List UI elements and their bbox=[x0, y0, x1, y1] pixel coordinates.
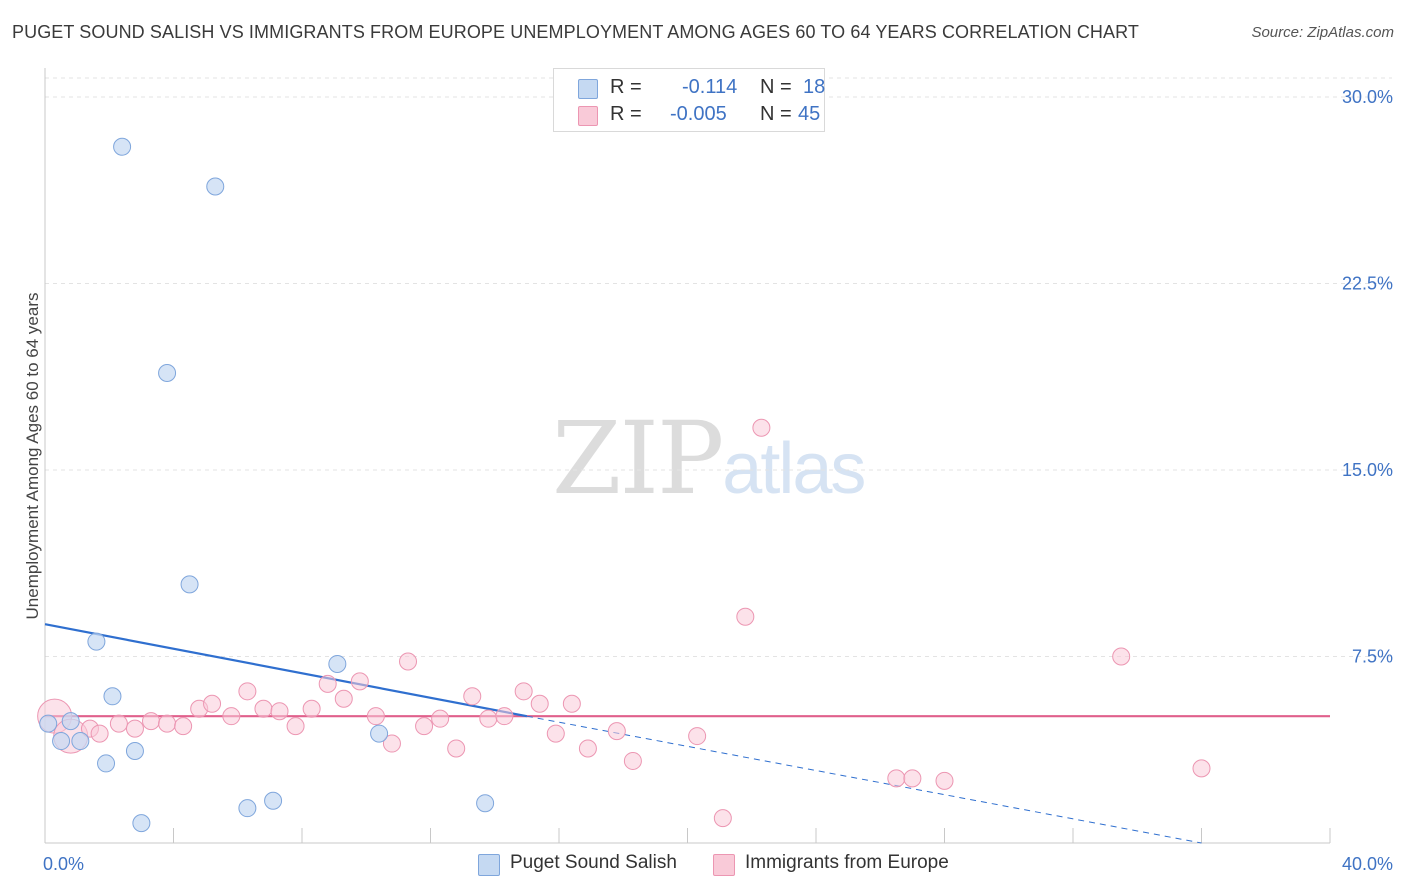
legend-r-label: R = bbox=[610, 76, 642, 98]
source-label: Source: ZipAtlas.com bbox=[1251, 24, 1394, 41]
point-europe bbox=[270, 702, 289, 721]
legend-r-label: R = bbox=[610, 103, 642, 125]
watermark-atlas: atlas bbox=[722, 429, 866, 509]
point-europe bbox=[125, 719, 144, 738]
point-salish bbox=[103, 687, 122, 706]
point-salish bbox=[180, 575, 199, 594]
point-europe bbox=[158, 714, 177, 733]
point-salish bbox=[71, 732, 90, 751]
point-salish bbox=[238, 799, 257, 818]
point-europe bbox=[736, 607, 755, 626]
x-tick-label: 40.0% bbox=[1342, 854, 1393, 874]
point-europe bbox=[887, 769, 906, 788]
point-salish bbox=[370, 724, 389, 743]
point-salish bbox=[476, 794, 495, 813]
point-europe bbox=[530, 694, 549, 713]
point-europe bbox=[607, 722, 626, 741]
point-salish bbox=[125, 741, 144, 760]
point-europe bbox=[546, 724, 565, 743]
point-salish bbox=[132, 814, 151, 833]
legend-n-label: N = bbox=[760, 76, 792, 98]
point-salish bbox=[87, 632, 106, 651]
point-europe bbox=[495, 707, 514, 726]
y-tick-label: 15.0% bbox=[1342, 460, 1393, 480]
point-europe bbox=[366, 707, 385, 726]
legend-r-value: -0.114 bbox=[682, 76, 738, 98]
point-salish bbox=[113, 137, 132, 156]
point-salish bbox=[264, 791, 283, 810]
point-salish bbox=[158, 364, 177, 383]
point-europe bbox=[238, 682, 257, 701]
point-salish bbox=[97, 754, 116, 773]
point-europe bbox=[903, 769, 922, 788]
x-tick-label: 0.0% bbox=[43, 854, 84, 874]
point-salish bbox=[61, 712, 80, 731]
point-europe bbox=[142, 712, 161, 731]
point-europe bbox=[514, 682, 533, 701]
legend-label-europe: Immigrants from Europe bbox=[745, 852, 949, 873]
legend-swatch-europe bbox=[713, 854, 735, 876]
legend-swatch-europe bbox=[578, 106, 598, 126]
point-europe bbox=[935, 771, 954, 790]
y-tick-label: 7.5% bbox=[1352, 647, 1393, 667]
point-salish bbox=[328, 654, 347, 673]
watermark-zip: ZIP bbox=[552, 400, 724, 517]
tick-labels: 7.5% 15.0% 22.5% 30.0% 0.0% 40.0% bbox=[43, 87, 1393, 874]
stats-legend: R = -0.114 N = 18 R = -0.005 N = 45 bbox=[553, 68, 825, 132]
y-tick-label: 30.0% bbox=[1342, 87, 1393, 107]
point-europe bbox=[302, 699, 321, 718]
legend-n-value: 45 bbox=[798, 103, 821, 125]
trend-line-salish bbox=[44, 623, 528, 718]
chart-title: PUGET SOUND SALISH VS IMMIGRANTS FROM EU… bbox=[12, 22, 1140, 42]
legend-n-value: 18 bbox=[803, 76, 826, 98]
point-europe bbox=[713, 809, 732, 828]
point-salish bbox=[52, 732, 71, 751]
point-europe bbox=[334, 689, 353, 708]
point-europe bbox=[431, 709, 450, 728]
point-europe bbox=[318, 674, 337, 693]
point-europe bbox=[109, 714, 128, 733]
watermark: ZIPatlas bbox=[552, 400, 866, 517]
point-europe bbox=[562, 694, 581, 713]
point-europe bbox=[688, 727, 707, 746]
point-europe bbox=[382, 734, 401, 753]
trend-line-salish-extension bbox=[526, 715, 1202, 844]
legend-n-label: N = bbox=[760, 103, 792, 125]
point-europe bbox=[286, 717, 305, 736]
point-europe bbox=[399, 652, 418, 671]
legend-label-salish: Puget Sound Salish bbox=[510, 852, 677, 873]
point-europe bbox=[222, 707, 241, 726]
grid-lines bbox=[45, 77, 1392, 657]
point-europe bbox=[752, 418, 771, 437]
point-europe bbox=[578, 739, 597, 758]
point-salish bbox=[39, 714, 58, 733]
point-europe bbox=[463, 687, 482, 706]
y-tick-label: 22.5% bbox=[1342, 274, 1393, 294]
data-points bbox=[37, 137, 1211, 833]
point-salish bbox=[206, 177, 225, 196]
point-europe bbox=[447, 739, 466, 758]
legend-r-value: -0.005 bbox=[670, 103, 727, 125]
point-europe bbox=[479, 709, 498, 728]
point-europe bbox=[350, 672, 369, 691]
point-europe bbox=[203, 694, 222, 713]
point-europe bbox=[623, 751, 642, 770]
point-europe bbox=[1112, 647, 1131, 666]
legend-swatch-salish bbox=[478, 854, 500, 876]
point-europe bbox=[174, 717, 193, 736]
point-europe bbox=[1192, 759, 1211, 778]
point-europe bbox=[90, 724, 109, 743]
legend-swatch-salish bbox=[578, 79, 598, 99]
point-europe bbox=[415, 717, 434, 736]
point-europe bbox=[254, 699, 273, 718]
axes bbox=[44, 68, 1331, 844]
y-axis-label: Unemployment Among Ages 60 to 64 years bbox=[23, 293, 42, 620]
